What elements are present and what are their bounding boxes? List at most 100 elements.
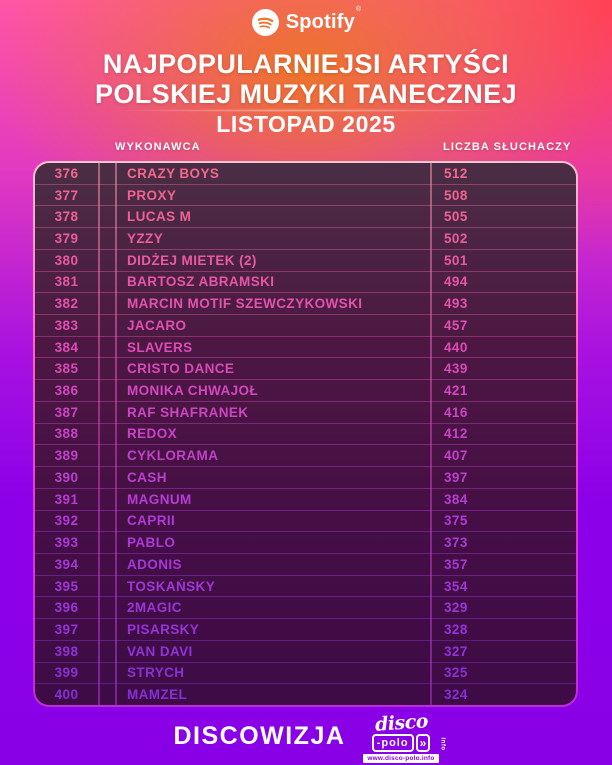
rank-cell: 380 (54, 252, 79, 268)
table-row: 394 ADONIS 357 (35, 552, 576, 575)
table-row: 383 JACARO 457 (35, 314, 576, 336)
table-row: 378 LUCAS M 505 (35, 205, 576, 227)
listeners-cell: 457 (444, 317, 468, 333)
artist-cell: ADONIS (127, 556, 182, 572)
rank-cell: 390 (54, 469, 79, 485)
rank-cell: 392 (54, 513, 79, 529)
table-row: 396 2MAGIC 329 (35, 596, 576, 618)
artist-cell: LUCAS M (127, 209, 192, 225)
table-row: 390 CASH 397 (35, 466, 576, 488)
spotify-wordmark: Spotify® (285, 6, 362, 33)
table-row: 389 CYKLORAMA 407 (35, 444, 576, 466)
artist-cell: MARCIN MOTIF SZEWCZYKOWSKI (127, 296, 363, 312)
listeners-cell: 493 (444, 296, 468, 312)
table-row: 384 SLAVERS 440 (35, 335, 576, 358)
table-row: 400 MAMZEL 324 (35, 683, 576, 705)
trademark-symbol: ® (355, 6, 362, 13)
rank-cell: 381 (54, 274, 79, 290)
table-row: 397 PISARSKY 328 (35, 618, 576, 640)
rank-cell: 394 (54, 556, 79, 572)
table-row: 387 RAF SHAFRANEK 416 (35, 400, 576, 423)
subtitle-month: LISTOPAD 2025 (216, 111, 396, 137)
table-row: 382 MARCIN MOTIF SZEWCZYKOWSKI 493 (35, 292, 576, 314)
rank-cell: 388 (54, 426, 79, 442)
artist-cell: YZZY (127, 231, 164, 247)
artist-cell: JACARO (127, 317, 187, 333)
table-row: 393 PABLO 373 (35, 531, 576, 553)
table-row: 395 TOSKAŃSKY 354 (35, 574, 576, 597)
spotify-brand: Spotify® (0, 6, 612, 36)
table-panel-border: 376 CRAZY BOYS 512 377 PROXY 508 378 LUCAS M 505… (33, 161, 578, 707)
table-row: 391 MAGNUM 384 (35, 487, 576, 510)
artist-cell: SLAVERS (127, 339, 193, 355)
artist-cell: STRYCH (127, 665, 185, 681)
rank-cell: 400 (54, 687, 79, 703)
flare-divider (106, 109, 506, 112)
rank-cell: 379 (54, 231, 79, 247)
artist-cell: PABLO (127, 535, 176, 551)
listeners-cell: 440 (444, 339, 468, 355)
listeners-cell: 508 (444, 187, 468, 203)
rank-cell: 376 (54, 165, 79, 181)
rank-cell: 399 (54, 665, 79, 681)
artist-cell: REDOX (127, 426, 178, 442)
disco-polo-url: www.disco-polo.info (363, 754, 439, 764)
page-title-line2: POLSKIEJ MUZYKI TANECZNEJ (94, 79, 518, 109)
table-row: 399 STRYCH 325 (35, 661, 576, 684)
table-row: 388 REDOX 412 (35, 422, 576, 445)
listeners-cell: 439 (444, 361, 468, 377)
table-row: 398 VAN DAVI 327 (35, 639, 576, 662)
artist-cell: CRAZY BOYS (127, 165, 220, 181)
rank-cell: 391 (54, 491, 79, 507)
listeners-cell: 505 (444, 209, 468, 225)
table-row: 380 DIDŻEJ MIETEK (2) 501 (35, 248, 576, 271)
listeners-cell: 325 (444, 665, 468, 681)
listeners-cell: 501 (444, 252, 468, 268)
artist-cell: 2MAGIC (127, 600, 182, 616)
rank-cell: 398 (54, 643, 79, 659)
artist-cell: MAGNUM (127, 491, 192, 507)
rank-cell: 397 (54, 621, 79, 637)
listeners-cell: 407 (444, 448, 468, 464)
listeners-cell: 327 (444, 643, 468, 659)
listeners-cell: 354 (444, 578, 468, 594)
listeners-cell: 328 (444, 621, 468, 637)
listeners-cell: 416 (444, 404, 468, 420)
rank-cell: 384 (54, 339, 79, 355)
rank-cell: 396 (54, 600, 79, 616)
listeners-cell: 421 (444, 383, 468, 399)
artist-cell: BARTOSZ ABRAMSKI (127, 274, 275, 290)
listeners-cell: 512 (444, 165, 468, 181)
table-row: 381 BARTOSZ ABRAMSKI 494 (35, 270, 576, 293)
rank-cell: 378 (54, 209, 79, 225)
artist-cell: CASH (127, 469, 167, 485)
rank-cell: 377 (54, 187, 79, 203)
listeners-cell: 357 (444, 556, 468, 572)
rank-cell: 385 (54, 361, 79, 377)
polo-box-label: -polo (371, 734, 414, 753)
table-row: 385 CRISTO DANCE 439 (35, 357, 576, 379)
artist-cell: PROXY (127, 187, 177, 203)
artist-cell: MONIKA CHWAJOŁ (127, 383, 259, 399)
rank-cell: 393 (54, 535, 79, 551)
listeners-cell: 502 (444, 231, 468, 247)
artist-cell: DIDŻEJ MIETEK (2) (127, 252, 257, 268)
rank-cell: 386 (54, 383, 79, 399)
artist-cell: TOSKAŃSKY (127, 578, 216, 594)
table-row: 376 CRAZY BOYS 512 (35, 163, 576, 184)
discowizja-wordmark: DISCOWIZJA (173, 722, 346, 750)
rank-cell: 383 (54, 317, 79, 333)
rank-cell: 382 (54, 296, 79, 312)
table-row: 392 CAPRII 375 (35, 509, 576, 532)
table-body: 376 CRAZY BOYS 512 377 PROXY 508 378 LUCAS M 505… (35, 163, 576, 705)
artist-cell: CYKLORAMA (127, 448, 219, 464)
column-header-listeners: LICZBA SŁUCHACZY (443, 141, 572, 153)
table-row: 379 YZZY 502 (35, 227, 576, 249)
info-vertical-label: info (439, 737, 446, 751)
listeners-cell: 397 (444, 469, 468, 485)
chevrons-icon: » (415, 734, 431, 753)
rank-cell: 395 (54, 578, 79, 594)
disco-polo-boxes: -polo » (371, 734, 431, 753)
artist-cell: MAMZEL (127, 687, 188, 703)
rank-cell: 389 (54, 448, 79, 464)
